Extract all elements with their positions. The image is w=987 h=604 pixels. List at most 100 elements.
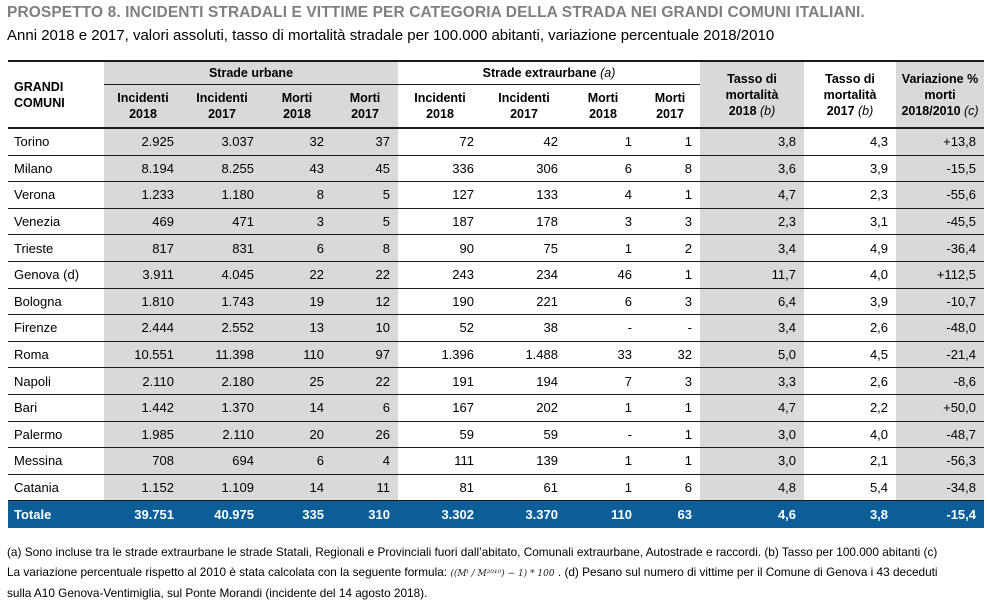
cell-u-morti-2017: 10 bbox=[332, 314, 398, 342]
cell-tasso-2018: 11,7 bbox=[700, 261, 805, 289]
data-table: GRANDI COMUNI Strade urbane Strade extrau… bbox=[8, 60, 985, 529]
cell-u-incidenti-2017: 694 bbox=[182, 447, 262, 475]
cell-u-incidenti-2017: 11.398 bbox=[182, 341, 262, 369]
cell-u-morti-2017: 5 bbox=[332, 208, 398, 236]
cell-tasso-2017: 4,5 bbox=[804, 341, 897, 369]
cell-u-morti-2017: 22 bbox=[332, 261, 398, 289]
cell-e-incidenti-2017: 133 bbox=[482, 181, 566, 209]
cell-variazione: -56,3 bbox=[896, 447, 985, 475]
header-tasso-2018: Tasso di mortalità 2018 (b) bbox=[700, 60, 805, 129]
cell-u-morti-2017: 97 bbox=[332, 341, 398, 369]
cell-e-morti-2017: 1 bbox=[640, 261, 701, 289]
footnote-line-1: (a) Sono incluse tra le strade extraurba… bbox=[7, 545, 938, 559]
formula: ((Mᵗ / M²⁰¹⁰) − 1) * 100 bbox=[450, 568, 555, 579]
cell-e-incidenti-2018: 52 bbox=[398, 314, 482, 342]
city-name: Palermo bbox=[8, 421, 104, 449]
cell-e-morti-2018: 3 bbox=[566, 208, 640, 236]
cell-tasso-2017: 2,6 bbox=[804, 314, 897, 342]
cell-variazione: -10,7 bbox=[896, 288, 985, 316]
table-row: Roma 10.551 11.398 110 97 1.396 1.488 33 32 5,0 4,… bbox=[8, 341, 985, 369]
header-variazione: Variazione % morti 2018/2010 (c) bbox=[896, 60, 985, 129]
cell-u-incidenti-2017: 2.552 bbox=[182, 314, 262, 342]
cell-e-incidenti-2018: 243 bbox=[398, 261, 482, 289]
cell-variazione: -15,5 bbox=[896, 155, 985, 183]
cell-e-morti-2017: 1 bbox=[640, 447, 701, 475]
cell-e-morti-2018: 6 bbox=[566, 288, 640, 316]
cell-tasso-2018: 3,0 bbox=[700, 421, 805, 449]
city-name: Firenze bbox=[8, 314, 104, 342]
cell-u-incidenti-2017: 471 bbox=[182, 208, 262, 236]
total-u-morti-2017: 310 bbox=[332, 500, 398, 529]
cell-e-incidenti-2018: 59 bbox=[398, 421, 482, 449]
table-row: Venezia 469 471 3 5 187 178 3 3 2,3 3,1 -45,5 bbox=[8, 208, 985, 236]
cell-e-morti-2017: - bbox=[640, 314, 701, 342]
cell-u-morti-2018: 13 bbox=[262, 314, 332, 342]
cell-u-morti-2018: 8 bbox=[262, 181, 332, 209]
cell-variazione: -21,4 bbox=[896, 341, 985, 369]
cell-tasso-2018: 4,7 bbox=[700, 181, 805, 209]
total-u-incidenti-2017: 40.975 bbox=[182, 500, 262, 529]
cell-tasso-2018: 2,3 bbox=[700, 208, 805, 236]
cell-e-incidenti-2017: 202 bbox=[482, 394, 566, 422]
header-u-morti-2018: Morti 2018 bbox=[262, 84, 332, 129]
table-row: Messina 708 694 6 4 111 139 1 1 3,0 2,1 -56,3 bbox=[8, 447, 985, 475]
cell-e-morti-2018: 46 bbox=[566, 261, 640, 289]
cell-variazione: +112,5 bbox=[896, 261, 985, 289]
city-name: Roma bbox=[8, 341, 104, 369]
cell-tasso-2018: 5,0 bbox=[700, 341, 805, 369]
total-e-incidenti-2018: 3.302 bbox=[398, 500, 482, 529]
cell-e-morti-2017: 1 bbox=[640, 421, 701, 449]
city-name: Bari bbox=[8, 394, 104, 422]
cell-u-morti-2018: 3 bbox=[262, 208, 332, 236]
cell-u-morti-2017: 12 bbox=[332, 288, 398, 316]
cell-u-incidenti-2018: 817 bbox=[104, 234, 182, 262]
cell-u-incidenti-2017: 2.180 bbox=[182, 367, 262, 395]
cell-u-incidenti-2018: 2.110 bbox=[104, 367, 182, 395]
cell-e-incidenti-2017: 38 bbox=[482, 314, 566, 342]
total-variazione: -15,4 bbox=[896, 500, 985, 529]
cell-u-morti-2018: 22 bbox=[262, 261, 332, 289]
cell-u-incidenti-2018: 469 bbox=[104, 208, 182, 236]
cell-u-incidenti-2018: 1.985 bbox=[104, 421, 182, 449]
cell-e-morti-2018: 1 bbox=[566, 447, 640, 475]
cell-e-morti-2018: - bbox=[566, 314, 640, 342]
cell-e-incidenti-2018: 127 bbox=[398, 181, 482, 209]
cell-e-morti-2017: 8 bbox=[640, 155, 701, 183]
cell-tasso-2018: 4,8 bbox=[700, 474, 805, 502]
cell-e-incidenti-2018: 336 bbox=[398, 155, 482, 183]
cell-e-morti-2017: 3 bbox=[640, 367, 701, 395]
cell-u-morti-2018: 14 bbox=[262, 394, 332, 422]
cell-e-morti-2018: 1 bbox=[566, 234, 640, 262]
cell-e-morti-2017: 1 bbox=[640, 181, 701, 209]
total-tasso-2018: 4,6 bbox=[700, 500, 805, 529]
header-e-incidenti-2018: Incidenti 2018 bbox=[398, 84, 482, 129]
cell-tasso-2017: 4,3 bbox=[804, 128, 897, 156]
cell-u-morti-2017: 4 bbox=[332, 447, 398, 475]
cell-e-incidenti-2017: 221 bbox=[482, 288, 566, 316]
table-row: Verona 1.233 1.180 8 5 127 133 4 1 4,7 2,3 -55,6 bbox=[8, 181, 985, 209]
cell-tasso-2017: 2,6 bbox=[804, 367, 897, 395]
city-name: Venezia bbox=[8, 208, 104, 236]
city-name: Catania bbox=[8, 474, 104, 502]
cell-u-morti-2017: 11 bbox=[332, 474, 398, 502]
cell-e-incidenti-2018: 167 bbox=[398, 394, 482, 422]
cell-u-incidenti-2018: 708 bbox=[104, 447, 182, 475]
cell-u-incidenti-2017: 8.255 bbox=[182, 155, 262, 183]
cell-tasso-2017: 4,9 bbox=[804, 234, 897, 262]
cell-e-incidenti-2017: 75 bbox=[482, 234, 566, 262]
cell-tasso-2017: 3,9 bbox=[804, 288, 897, 316]
city-name: Milano bbox=[8, 155, 104, 183]
cell-e-incidenti-2018: 191 bbox=[398, 367, 482, 395]
total-e-morti-2018: 110 bbox=[566, 500, 640, 529]
cell-e-incidenti-2017: 178 bbox=[482, 208, 566, 236]
cell-e-incidenti-2017: 306 bbox=[482, 155, 566, 183]
city-name: Napoli bbox=[8, 367, 104, 395]
cell-variazione: -8,6 bbox=[896, 367, 985, 395]
footnote-line-2: La variazione percentuale rispetto al 20… bbox=[7, 564, 938, 579]
cell-u-incidenti-2018: 10.551 bbox=[104, 341, 182, 369]
cell-e-morti-2018: 1 bbox=[566, 394, 640, 422]
table-row: Catania 1.152 1.109 14 11 81 61 1 6 4,8 5,4 -34,8 bbox=[8, 474, 985, 502]
cell-u-morti-2018: 6 bbox=[262, 447, 332, 475]
cell-u-morti-2017: 37 bbox=[332, 128, 398, 156]
